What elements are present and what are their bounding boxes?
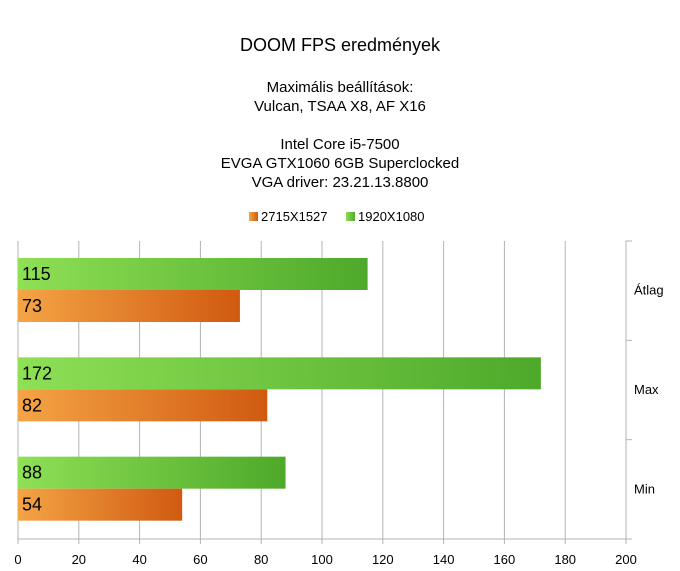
legend-swatch <box>249 212 258 221</box>
bar <box>18 290 240 322</box>
bars: 115 73 172 82 88 54 <box>18 258 541 521</box>
chart-subtitle: Maximális beállítások: Vulcan, TSAA X8, A… <box>221 79 459 191</box>
x-tick-label: 160 <box>494 552 516 567</box>
x-tick-label: 0 <box>14 552 21 567</box>
category-axis: Átlag Max Min <box>625 240 664 540</box>
x-tick-label: 140 <box>433 552 455 567</box>
x-axis: 0 20 40 60 80 100 120 140 160 180 200 <box>14 538 637 567</box>
bar <box>18 258 368 290</box>
bar <box>18 389 268 422</box>
data-label: 54 <box>22 495 42 515</box>
x-tick-label: 180 <box>554 552 576 567</box>
legend: 2715X1527 1920X1080 <box>249 209 425 224</box>
x-tick-label: 60 <box>193 552 207 567</box>
subtitle-line: Maximális beállítások: <box>267 79 414 96</box>
x-tick-label: 20 <box>72 552 86 567</box>
x-tick-label: 100 <box>311 552 333 567</box>
legend-label: 1920X1080 <box>358 209 425 224</box>
bar <box>18 488 183 521</box>
x-tick-label: 80 <box>254 552 268 567</box>
chart-title: DOOM FPS eredmények <box>240 35 441 55</box>
x-tick-label: 40 <box>132 552 146 567</box>
legend-label: 2715X1527 <box>261 209 328 224</box>
data-label: 172 <box>22 363 52 383</box>
legend-swatch <box>346 212 355 221</box>
data-label: 82 <box>22 395 42 415</box>
subtitle-line: EVGA GTX1060 6GB Superclocked <box>221 155 459 172</box>
subtitle-line: VGA driver: 23.21.13.8800 <box>252 174 429 191</box>
data-label: 115 <box>22 264 51 284</box>
x-tick-label: 200 <box>615 552 637 567</box>
category-label: Átlag <box>634 283 664 298</box>
data-label: 73 <box>22 296 42 316</box>
data-label: 88 <box>22 463 42 483</box>
category-label: Min <box>634 481 655 496</box>
x-tick-label: 120 <box>372 552 394 567</box>
category-label: Max <box>634 382 659 397</box>
bar <box>18 357 541 390</box>
subtitle-line: Vulcan, TSAA X8, AF X16 <box>254 98 426 115</box>
bar <box>18 456 286 489</box>
subtitle-line: Intel Core i5-7500 <box>280 136 399 153</box>
